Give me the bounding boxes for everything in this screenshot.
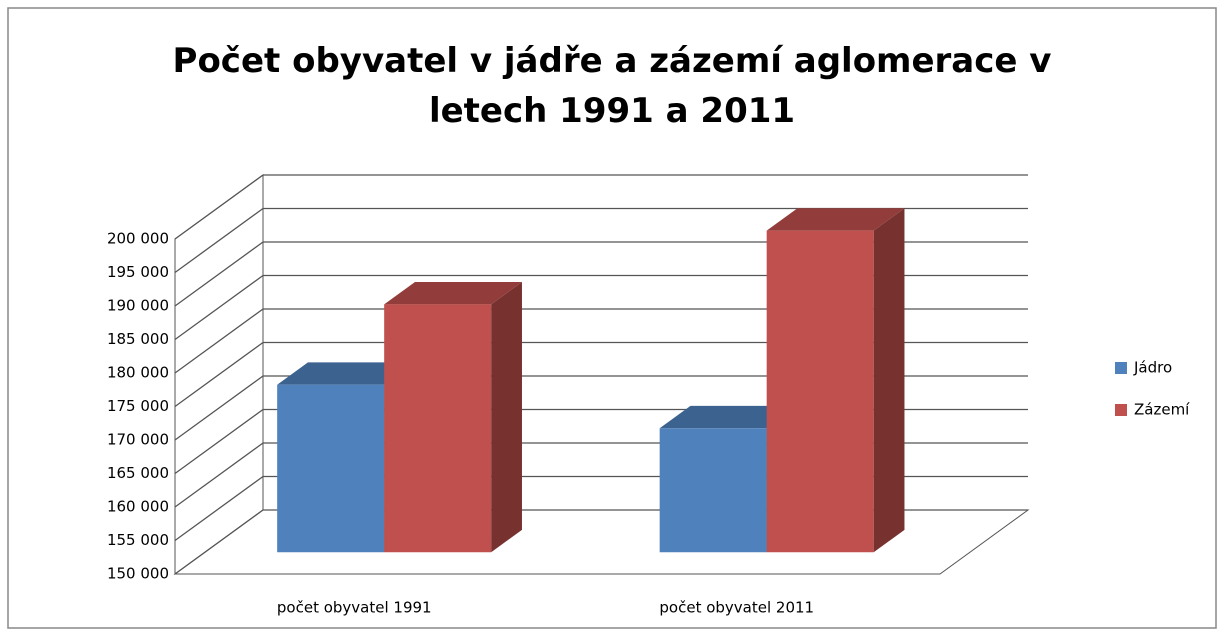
y-tick-label: 160 000 (107, 498, 169, 516)
grid-line (174, 274, 264, 341)
bar-top (277, 362, 415, 385)
grid-line (174, 207, 264, 274)
bar (659, 428, 767, 553)
bar (766, 230, 874, 553)
grid-line (174, 174, 264, 240)
y-tick-label: 180 000 (107, 364, 169, 382)
y-tick-label: 155 000 (107, 531, 169, 549)
grid-line (174, 475, 264, 542)
grid-line (174, 308, 264, 374)
legend-label: Jádro (1133, 359, 1172, 377)
y-tick-label: 200 000 (107, 230, 169, 248)
bar (384, 304, 492, 553)
chart-title: Počet obyvatel v jádře a zázemí aglomera… (172, 41, 1052, 131)
bar-top (659, 405, 798, 429)
legend-swatch (1115, 404, 1127, 416)
y-tick-label: 165 000 (107, 464, 169, 482)
grid-line (174, 408, 264, 475)
legend-swatch (1115, 362, 1127, 374)
y-tick-label: 150 000 (107, 565, 169, 583)
y-tick-label: 185 000 (107, 330, 169, 348)
x-tick-label: počet obyvatel 1991 (277, 599, 432, 617)
y-tick-label: 190 000 (107, 297, 169, 315)
grid-line (174, 341, 264, 408)
legend-label: Zázemí (1134, 401, 1190, 419)
bar-side (491, 281, 522, 553)
bar-side (873, 208, 905, 553)
grid-line (174, 442, 264, 508)
bar-top (766, 208, 905, 231)
bar (277, 384, 385, 553)
y-tick-label: 195 000 (107, 263, 169, 281)
x-tick-label: počet obyvatel 2011 (659, 599, 814, 617)
bar-top (384, 281, 522, 305)
y-tick-label: 170 000 (107, 431, 169, 449)
grid-line (174, 375, 264, 441)
y-tick-label: 175 000 (107, 397, 169, 415)
grid-line (174, 241, 264, 307)
grid-line (174, 509, 264, 575)
